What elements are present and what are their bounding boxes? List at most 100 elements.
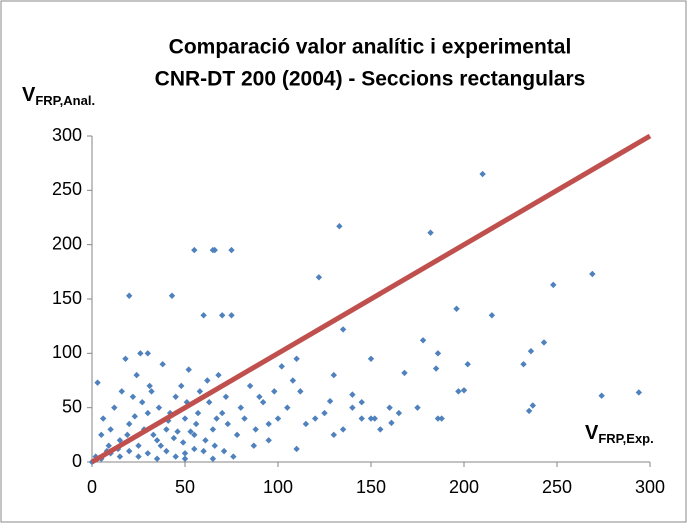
point	[139, 399, 146, 406]
point	[179, 439, 187, 446]
point	[367, 355, 375, 362]
point	[460, 387, 468, 394]
point	[192, 420, 200, 428]
point	[230, 453, 237, 460]
point	[371, 415, 378, 422]
point	[191, 445, 198, 453]
x-tick-label: 100	[263, 477, 293, 497]
point	[293, 355, 300, 362]
point	[131, 413, 138, 420]
point	[434, 415, 442, 422]
point	[256, 393, 263, 400]
point	[172, 393, 179, 400]
point	[427, 229, 434, 236]
point	[126, 420, 133, 428]
point	[144, 450, 151, 457]
point	[358, 415, 365, 422]
x-tick-label: 0	[87, 477, 97, 497]
point	[540, 339, 548, 346]
point	[148, 388, 155, 395]
point	[395, 409, 403, 417]
point	[150, 431, 157, 439]
chart-title: Comparació valor analític i experimental	[169, 36, 572, 59]
point	[271, 388, 278, 395]
point	[339, 426, 347, 433]
line-series	[90, 133, 652, 465]
y-tick-label: 0	[72, 451, 82, 471]
point	[349, 391, 356, 398]
point	[209, 426, 217, 433]
point	[122, 355, 129, 362]
point	[336, 222, 343, 230]
point	[455, 388, 462, 395]
point	[297, 388, 304, 395]
point	[550, 281, 557, 289]
point	[116, 453, 124, 460]
point	[209, 455, 217, 462]
y-tick-label: 50	[62, 396, 82, 416]
point	[293, 445, 300, 453]
point	[228, 312, 235, 319]
point	[220, 447, 228, 455]
point	[377, 426, 384, 433]
point	[488, 312, 496, 319]
point	[153, 437, 161, 444]
point	[153, 455, 161, 462]
point	[453, 305, 460, 312]
point	[434, 350, 442, 357]
point	[222, 393, 230, 400]
y-axis-label-main: V	[22, 84, 36, 106]
point	[598, 392, 605, 399]
point	[330, 431, 337, 439]
point	[278, 363, 285, 370]
point	[358, 399, 365, 406]
point	[525, 407, 533, 415]
point	[233, 431, 241, 439]
point	[339, 326, 347, 333]
point	[124, 431, 131, 439]
point	[432, 365, 440, 372]
point	[289, 377, 297, 384]
point	[330, 371, 337, 379]
point	[98, 431, 105, 439]
point	[265, 437, 272, 444]
point	[589, 270, 596, 278]
point	[94, 379, 101, 386]
point	[157, 442, 165, 449]
point	[438, 415, 445, 422]
point	[200, 447, 207, 455]
point	[191, 246, 198, 254]
point	[155, 404, 163, 411]
x-tick-label: 250	[542, 477, 572, 497]
point	[185, 366, 192, 373]
point	[163, 447, 170, 455]
y-tick-label: 100	[52, 342, 82, 362]
point	[250, 442, 258, 449]
y-tick-label: 200	[52, 233, 82, 253]
point	[211, 246, 218, 254]
point	[159, 361, 166, 368]
point	[520, 361, 527, 368]
point	[479, 170, 486, 178]
point	[202, 437, 209, 444]
point	[386, 404, 393, 411]
point	[367, 415, 375, 422]
point	[170, 434, 178, 442]
point	[174, 428, 181, 435]
x-tick-label: 200	[449, 477, 479, 497]
point	[205, 399, 213, 406]
point	[99, 415, 107, 422]
point	[414, 404, 421, 411]
y-axis-label-sub: FRP,Anal.	[35, 93, 95, 108]
point	[224, 420, 231, 428]
point	[252, 426, 259, 433]
chart-title: CNR-DT 200 (2004) - Seccions rectangular…	[155, 68, 586, 91]
point	[187, 428, 194, 435]
point	[284, 404, 291, 411]
point	[635, 389, 643, 396]
point	[144, 409, 151, 417]
point	[107, 426, 114, 433]
point	[204, 377, 211, 384]
point	[401, 369, 408, 377]
